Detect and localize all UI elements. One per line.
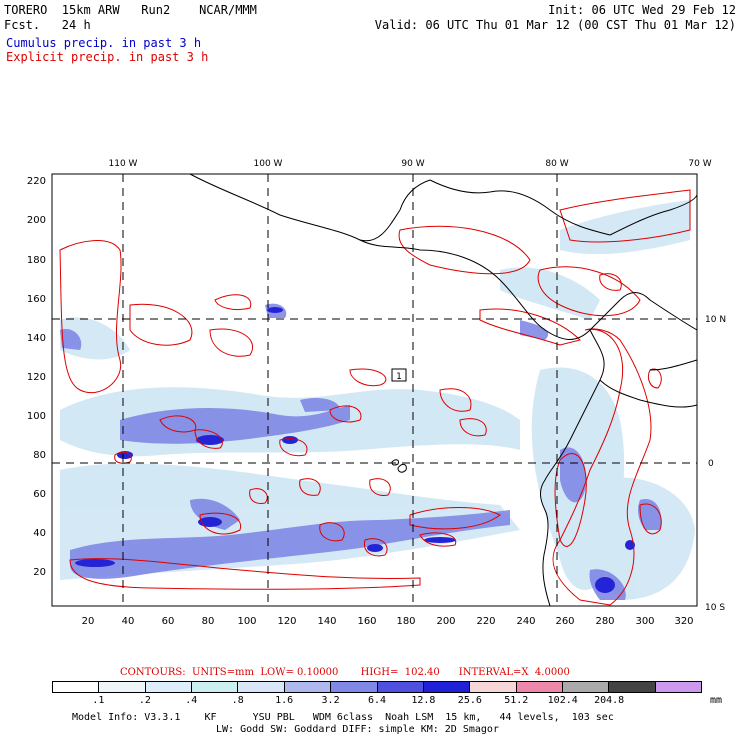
color-bar-bin [562,682,610,692]
y-tick: 180 [27,255,46,266]
y-tick: 220 [27,176,46,187]
color-bar-bin [53,682,100,692]
y-tick: 20 [33,567,46,578]
color-bar-label: 204.8 [594,695,625,706]
x-tick: 180 [396,616,415,627]
marker-label: 1 [396,372,402,382]
color-bar-bin [609,682,656,692]
lon-labels: 110 W 100 W 90 W 80 W 70 W [109,159,712,169]
x-tick: 20 [82,616,95,627]
model-info: Model Info: V3.3.1 KF YSU PBL WDM 6class… [72,712,614,723]
color-bar-bin [99,682,146,692]
color-bar-bin [284,682,332,692]
x-tick: 120 [277,616,296,627]
color-bar-bin [331,682,378,692]
lon-label-70w: 70 W [688,159,711,169]
color-bar-label: .4 [185,695,198,706]
lat-label-0: 0 [708,459,714,469]
cumulus-core [75,307,635,593]
color-bar-label: 3.2 [321,695,340,706]
x-tick: 140 [317,616,336,627]
y-tick: 80 [33,450,46,461]
y-tick: 140 [27,333,46,344]
marker-box [391,368,407,382]
x-tick: 160 [357,616,376,627]
color-bar-unit: mm [709,695,723,706]
x-tick: 200 [436,616,455,627]
y-tick: 100 [27,411,46,422]
x-tick: 320 [674,616,693,627]
x-tick: 280 [595,616,614,627]
lat-label-10s: 10 S [705,603,725,613]
color-bar-label: 25.6 [457,695,482,706]
header-title: TORERO 15km ARW Run2 NCAR/MMM [4,3,257,17]
coastlines [189,173,698,607]
lat-label-10n: 10 N [705,315,726,325]
color-bar-label: 1.6 [275,695,294,706]
color-bar-label: 6.4 [367,695,387,706]
y-tick: 200 [27,215,46,226]
cumulus-legend-text: Cumulus precip. in past 3 h [6,36,202,50]
lon-label-100w: 100 W [254,159,283,169]
color-bar-bin [377,682,424,692]
lon-label-110w: 110 W [109,159,138,169]
header-init: Init: 06 UTC Wed 29 Feb 12 [548,3,736,17]
lat-labels: 10 N 0 10 S [705,315,726,613]
color-bar-label: 51.2 [504,695,529,706]
y-tick: 120 [27,372,46,383]
y-tick: 160 [27,294,46,305]
color-bar [52,681,702,693]
x-tick: 80 [202,616,215,627]
color-bar-bin [423,682,471,692]
explicit-legend-text: Explicit precip. in past 3 h [6,50,209,64]
x-tick: 100 [237,616,256,627]
y-axis-ticks: 220 200 180 160 140 120 100 80 60 40 20 [27,176,46,578]
color-bar-label: .1 [92,695,105,706]
color-bar-label: .2 [138,695,151,706]
lon-label-90w: 90 W [401,159,424,169]
explicit-contours [59,189,691,606]
color-bar-bin [145,682,193,692]
x-tick: 240 [516,616,535,627]
x-tick: 220 [476,616,495,627]
color-bar-bin [516,682,563,692]
lon-label-80w: 80 W [545,159,568,169]
x-tick: 40 [122,616,135,627]
color-bar-bin [655,682,702,692]
header-forecast: Fcst. 24 h [4,18,91,32]
color-bar-bin [238,682,285,692]
color-bar-label: 102.4 [547,695,578,706]
color-bar-bin [192,682,239,692]
header-valid: Valid: 06 UTC Thu 01 Mar 12 (00 CST Thu … [374,18,736,32]
x-axis-ticks: 20 40 60 80 100 120 140 160 180 200 220 … [82,616,694,627]
x-tick: 260 [555,616,574,627]
color-bar-label: .8 [231,695,244,706]
x-tick: 60 [162,616,175,627]
graticule [52,174,697,606]
contour-info: CONTOURS: UNITS=mm LOW= 0.10000 HIGH= 10… [120,667,570,678]
y-tick: 40 [33,528,46,539]
color-bar-bin [470,682,517,692]
x-tick: 300 [635,616,654,627]
color-bar-label: 12.8 [411,695,436,706]
physics-info: LW: Godd SW: Goddard DIFF: simple KM: 2D… [216,724,499,735]
y-tick: 60 [33,489,46,500]
